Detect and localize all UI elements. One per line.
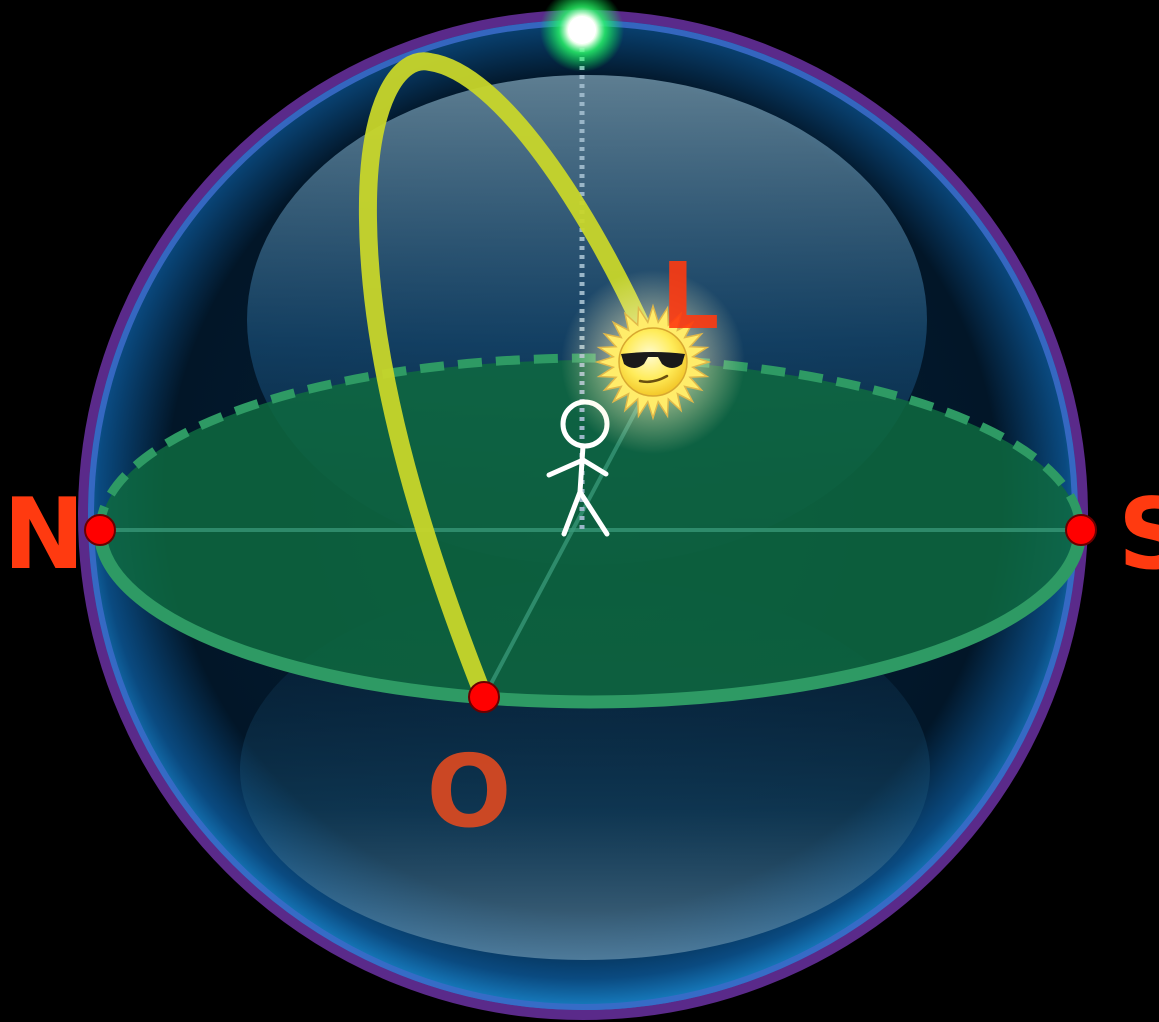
north-label: N <box>3 478 85 592</box>
west-label: O <box>426 733 511 850</box>
sun-path-arc <box>358 52 657 706</box>
east-label: L <box>661 243 720 350</box>
sun-with-sunglasses-icon <box>561 270 745 454</box>
zenith-point-icon <box>568 16 596 44</box>
west-point <box>468 681 500 713</box>
horizon-rim-front <box>93 529 1087 709</box>
south-label: S <box>1118 478 1159 592</box>
south-point <box>1065 514 1097 546</box>
north-point <box>84 514 116 546</box>
